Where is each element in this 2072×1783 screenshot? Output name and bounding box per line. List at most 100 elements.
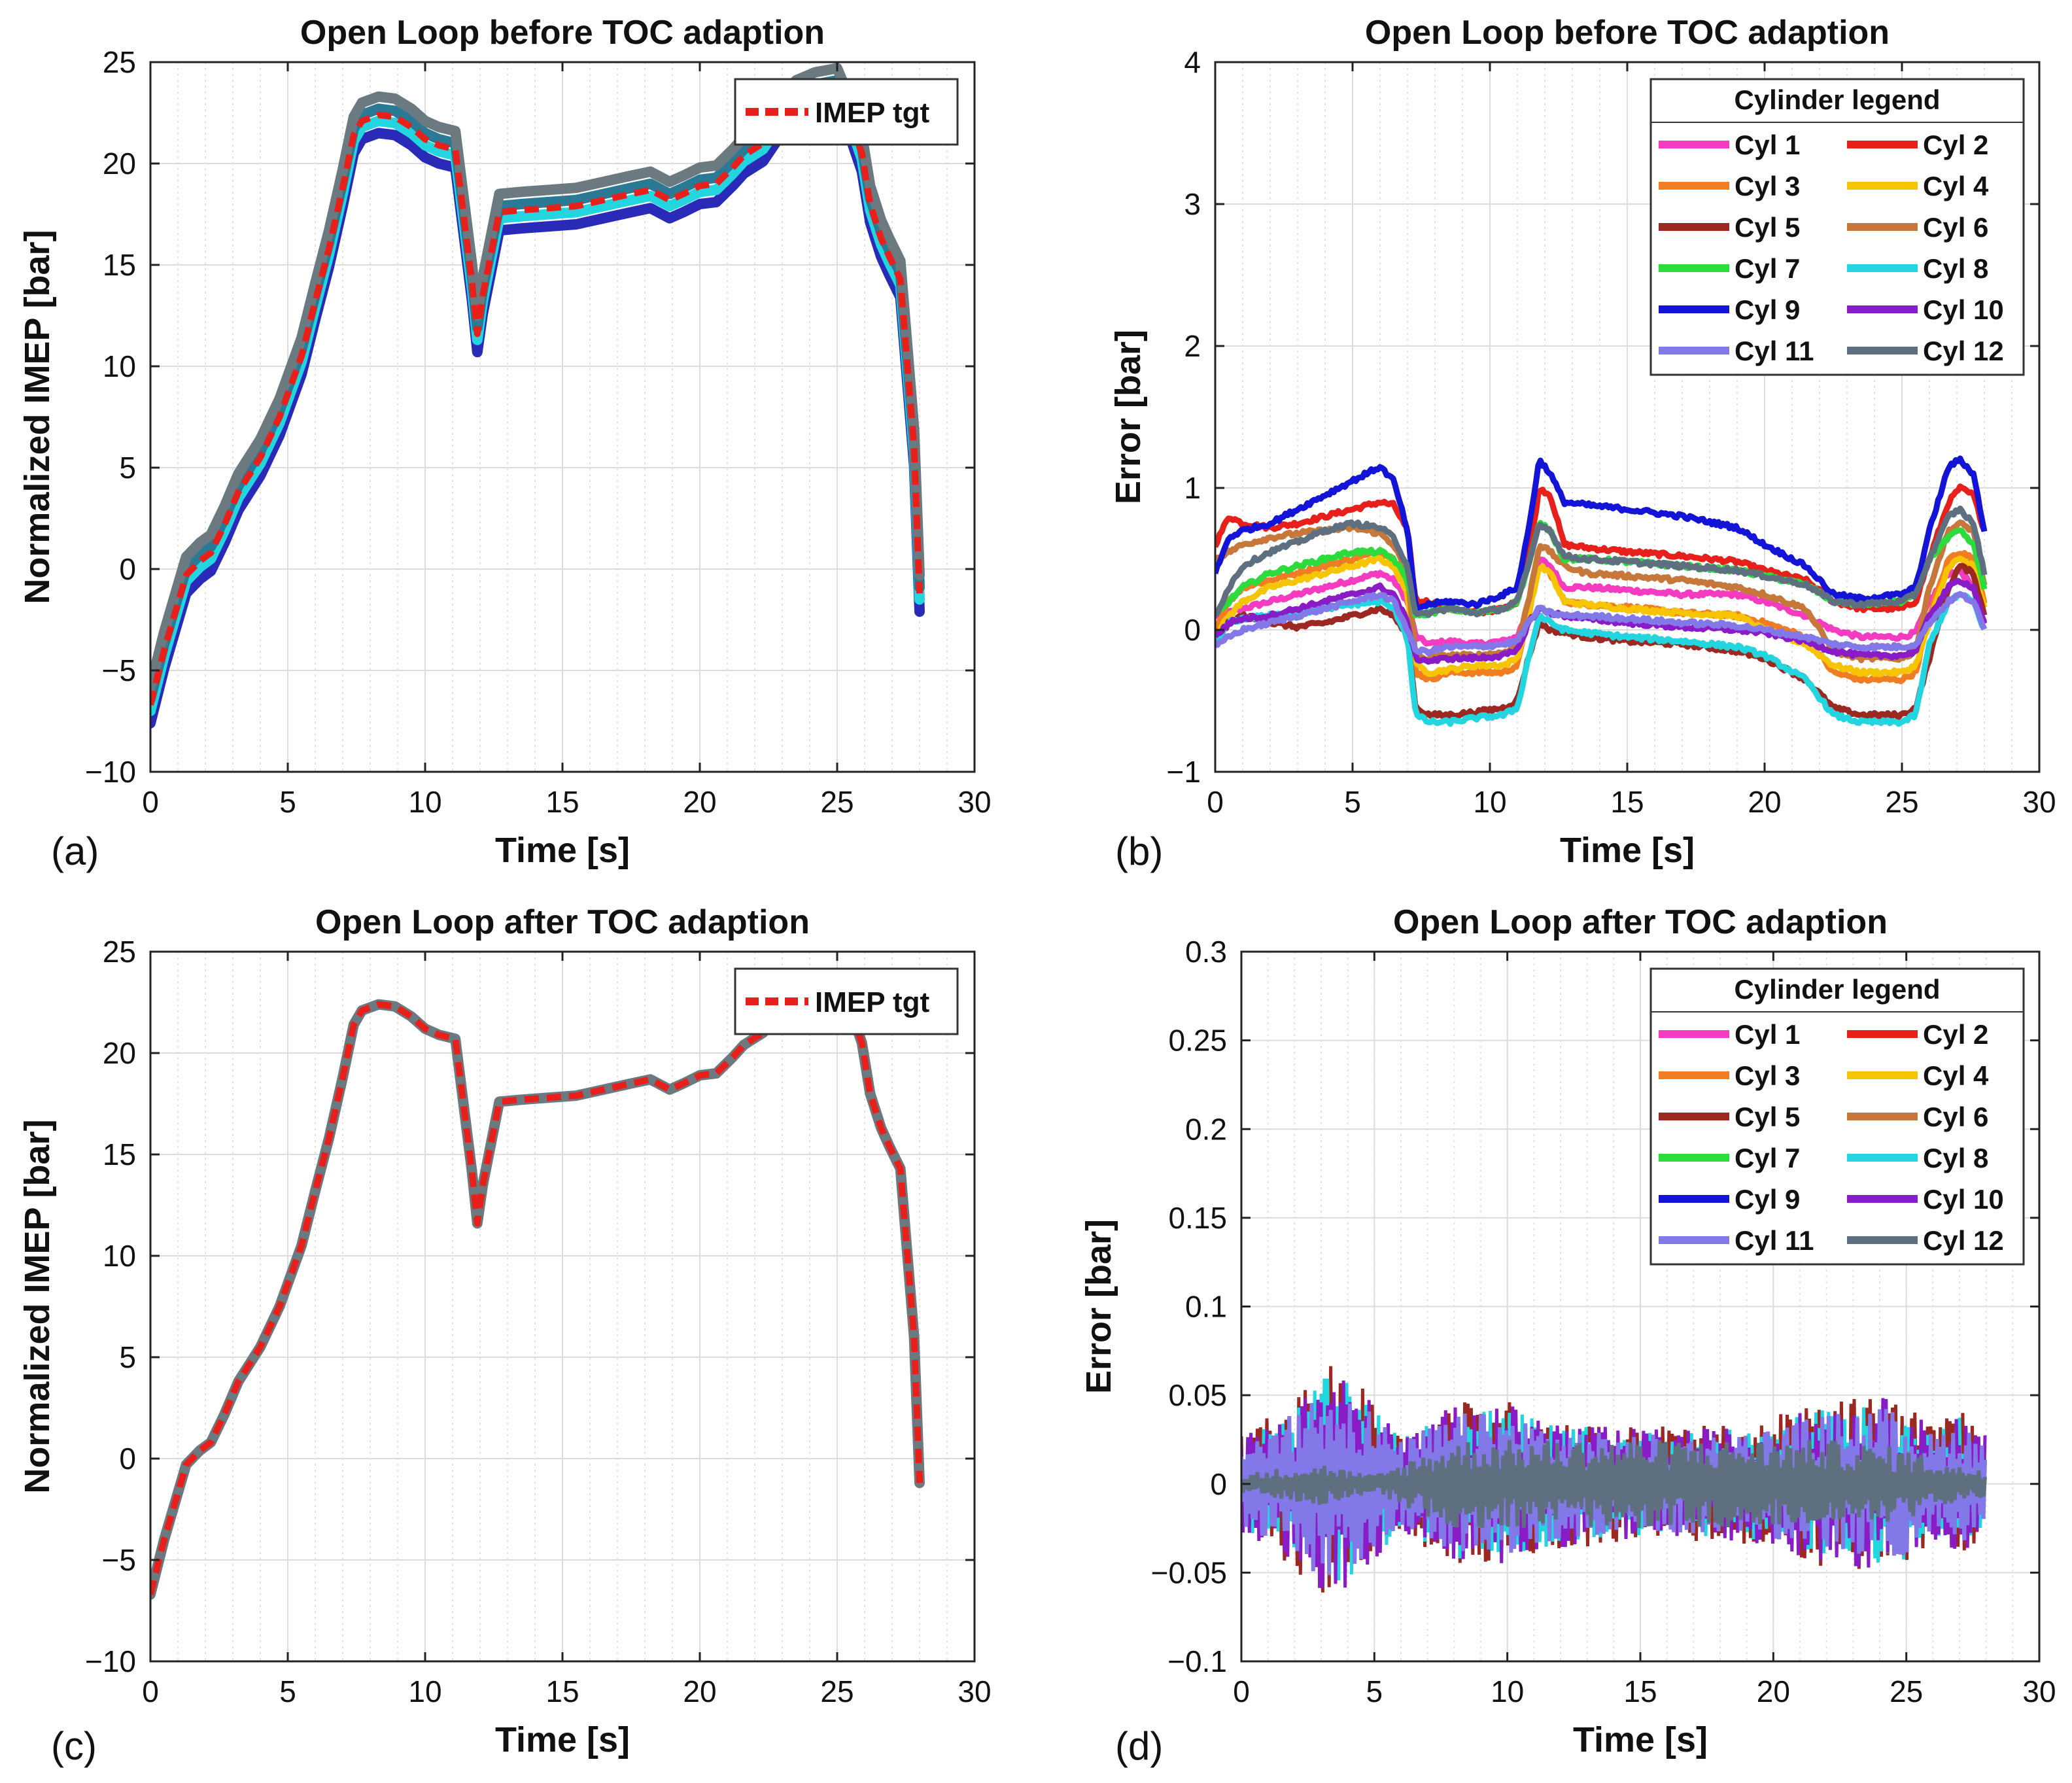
y-tick-label: 15 <box>103 1137 136 1171</box>
panel-label: (b) <box>1115 829 1163 873</box>
panel-label: (c) <box>51 1724 97 1768</box>
x-tick-label: 25 <box>820 785 854 819</box>
x-tick-label: 15 <box>545 785 579 819</box>
chart-panel-c: 0 5 10 15 20 25 30 −10 −5 0 5 10 15 20 25 Open Loop aft… <box>18 903 992 1768</box>
x-tick-label: 10 <box>1473 785 1506 819</box>
y-tick-label: 0 <box>1184 613 1201 647</box>
y-tick-label: 25 <box>103 935 136 969</box>
legend-label: Cyl 10 <box>1923 294 2004 325</box>
chart-title: Open Loop before TOC adaption <box>1365 14 1890 52</box>
chart-panel-d: 0 5 10 15 20 25 30 −0.1 −0.05 0 0.05 0.1 0.15 0.2 0.25… <box>1079 903 2056 1768</box>
y-tick-label: 20 <box>103 1036 136 1070</box>
legend-label: Cyl 7 <box>1735 253 1800 284</box>
chart-title: Open Loop after TOC adaption <box>315 903 810 941</box>
legend-label: Cyl 10 <box>1923 1184 2004 1215</box>
y-tick-label: 15 <box>103 248 136 282</box>
legend-label: Cyl 7 <box>1735 1143 1800 1173</box>
cylinder-legend: Cylinder legend Cyl 1 Cyl 2 Cyl 3 Cyl 4 Cyl 5… <box>1649 78 2025 376</box>
legend-label: Cyl 9 <box>1735 1184 1800 1215</box>
legend-label: Cyl 5 <box>1735 212 1800 243</box>
x-tick-label: 5 <box>279 785 296 819</box>
legend-title: Cylinder legend <box>1734 84 1940 115</box>
y-tick-label: 25 <box>103 45 136 79</box>
y-tick-label: 3 <box>1184 187 1201 221</box>
y-tick-label: 10 <box>103 349 136 383</box>
legend-label: Cyl 1 <box>1735 130 1800 160</box>
legend-label: Cyl 12 <box>1923 336 2004 366</box>
y-tick-label: −10 <box>85 755 136 789</box>
y-tick-label: −1 <box>1167 755 1201 789</box>
y-tick-label: 10 <box>103 1239 136 1273</box>
y-tick-label: −5 <box>102 1543 136 1577</box>
legend: IMEP tgt <box>734 78 959 146</box>
legend-label: Cyl 11 <box>1735 1225 1814 1256</box>
series-line-cyl-10 <box>1215 578 1988 665</box>
x-axis-label: Time [s] <box>495 1720 630 1759</box>
legend-label: Cyl 3 <box>1735 1060 1800 1091</box>
y-axis-label: Error [bar] <box>1079 1219 1118 1394</box>
y-axis-label: Error [bar] <box>1109 330 1148 504</box>
data-layer <box>1241 1366 1987 1593</box>
x-tick-label: 20 <box>683 1674 716 1708</box>
x-axis-label: Time [s] <box>495 831 630 870</box>
x-tick-label: 15 <box>1610 785 1644 819</box>
x-tick-label: 5 <box>279 1674 296 1708</box>
y-tick-label: 5 <box>119 1340 136 1374</box>
legend-label: Cyl 6 <box>1923 1101 1988 1132</box>
x-axis-label: Time [s] <box>1573 1720 1708 1759</box>
x-tick-label: 20 <box>1757 1674 1790 1708</box>
x-tick-label: 15 <box>1623 1674 1657 1708</box>
x-tick-label: 15 <box>545 1674 579 1708</box>
chart-panel-a: 0 5 10 15 20 25 30 −10 −5 0 5 10 15 20 25 Open Loop bef… <box>18 14 992 873</box>
y-tick-label: 2 <box>1184 329 1201 363</box>
x-tick-label: 0 <box>1233 1674 1250 1708</box>
legend-label: Cyl 2 <box>1923 130 1988 160</box>
y-tick-label: 0.2 <box>1185 1112 1227 1146</box>
series-line-cyl-12 <box>1215 505 1988 618</box>
y-tick-label: 0.05 <box>1168 1378 1227 1412</box>
x-tick-label: 20 <box>683 785 716 819</box>
error-trace <box>1241 1440 1987 1529</box>
legend-label: Cyl 4 <box>1923 1060 1989 1091</box>
x-tick-label: 30 <box>958 785 991 819</box>
series-line-cyl-1 <box>1215 557 1988 648</box>
legend-label: Cyl 3 <box>1735 171 1800 201</box>
y-tick-label: 1 <box>1184 471 1201 505</box>
legend-label: Cyl 5 <box>1735 1101 1800 1132</box>
y-tick-label: −5 <box>102 653 136 687</box>
x-tick-label: 10 <box>1491 1674 1524 1708</box>
y-tick-label: −0.1 <box>1167 1644 1227 1678</box>
x-tick-label: 25 <box>820 1674 854 1708</box>
x-tick-label: 0 <box>142 785 159 819</box>
y-tick-label: 0 <box>119 1442 136 1476</box>
x-tick-label: 0 <box>142 1674 159 1708</box>
y-axis-label: Normalized IMEP [bar] <box>18 1119 57 1493</box>
series-line-cyl-5 <box>1215 563 1988 720</box>
y-tick-label: 0.3 <box>1185 935 1227 969</box>
cylinder-imep-line <box>150 63 925 692</box>
y-tick-label: 0.25 <box>1168 1024 1227 1058</box>
panel-label: (a) <box>51 829 99 873</box>
legend-label: IMEP tgt <box>815 986 930 1018</box>
legend-label: Cyl 2 <box>1923 1019 1988 1050</box>
chart-title: Open Loop after TOC adaption <box>1393 903 1888 941</box>
legend-label: Cyl 6 <box>1923 212 1988 243</box>
y-tick-label: 20 <box>103 147 136 181</box>
legend-label: Cyl 11 <box>1735 336 1814 366</box>
x-tick-label: 25 <box>1885 785 1918 819</box>
series-line-cyl-4 <box>1215 555 1988 678</box>
x-tick-label: 30 <box>958 1674 991 1708</box>
y-tick-label: 0 <box>1210 1467 1227 1501</box>
panel-label: (d) <box>1115 1724 1163 1768</box>
y-tick-label: 5 <box>119 451 136 485</box>
data-layer <box>1215 455 1988 727</box>
legend-label: Cyl 4 <box>1923 171 1989 201</box>
chart-title: Open Loop before TOC adaption <box>300 14 825 52</box>
legend-title: Cylinder legend <box>1734 974 1940 1005</box>
x-tick-label: 30 <box>2022 785 2056 819</box>
y-tick-label: 0 <box>119 552 136 586</box>
legend-label: Cyl 8 <box>1923 1143 1988 1173</box>
cylinder-legend: Cylinder legend Cyl 1 Cyl 2 Cyl 3 Cyl 4 Cyl 5… <box>1649 967 2025 1266</box>
